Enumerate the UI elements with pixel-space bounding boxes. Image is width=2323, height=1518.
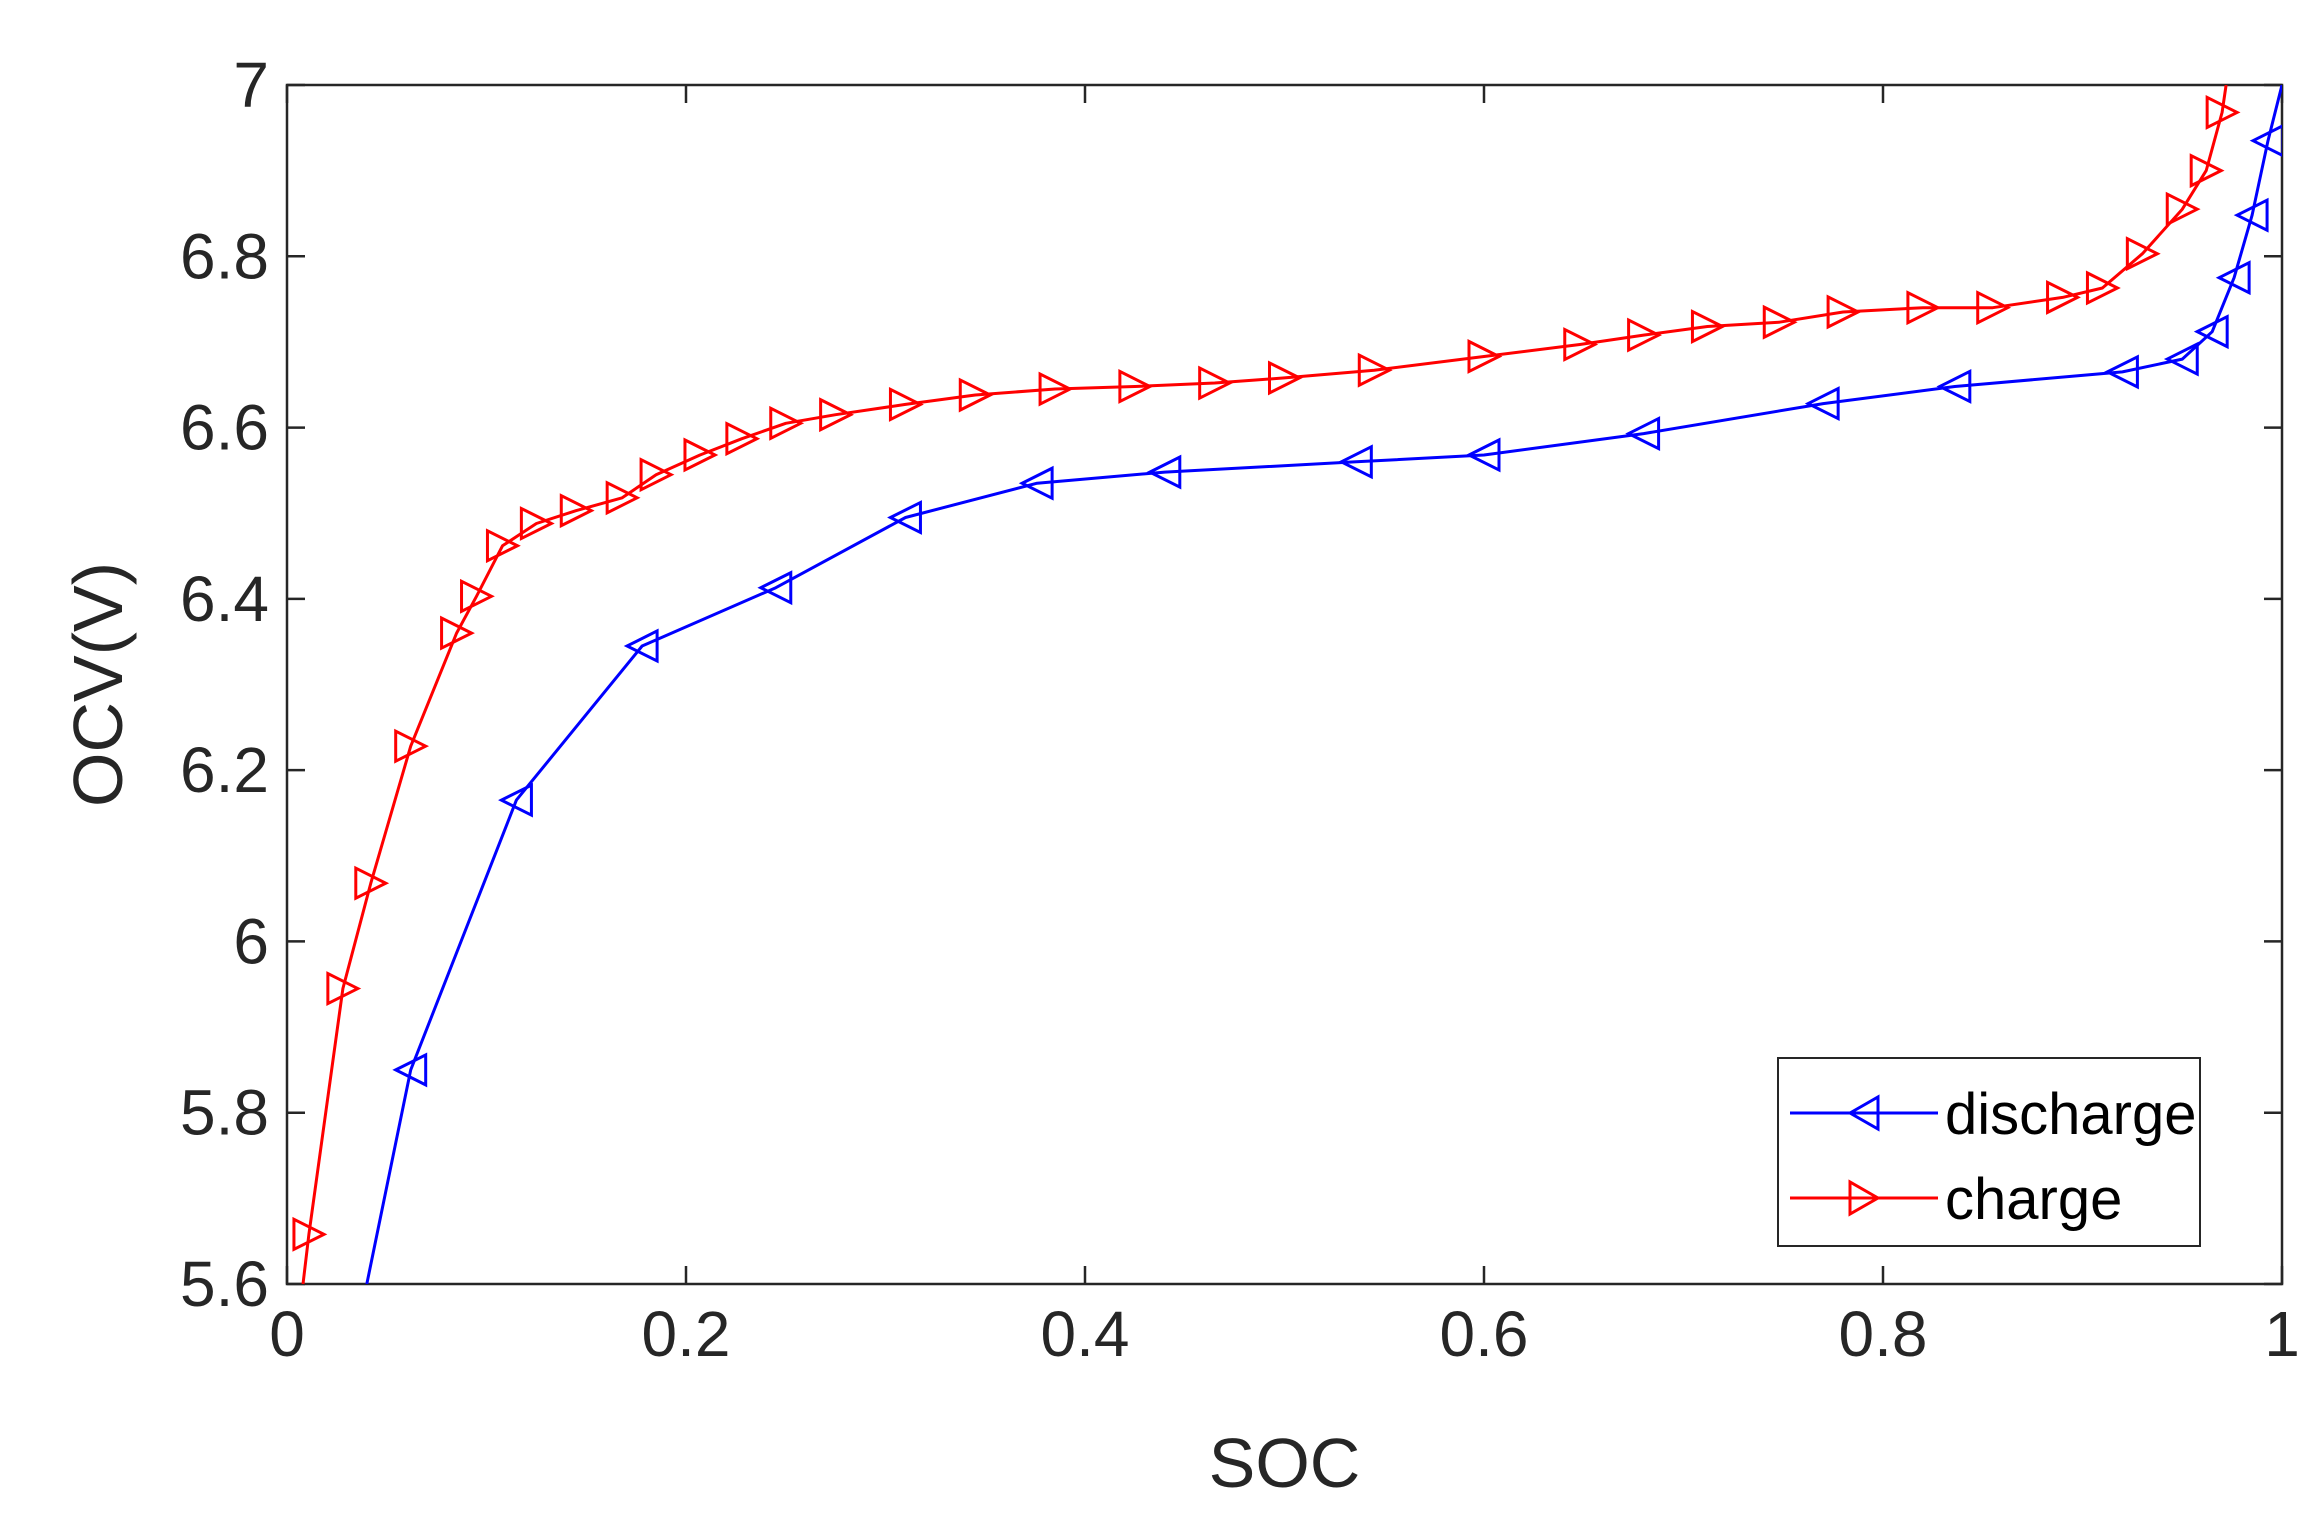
discharge-marker bbox=[1146, 454, 1182, 490]
discharge-marker bbox=[623, 628, 659, 664]
y-tick-label: 5.6 bbox=[180, 1248, 269, 1320]
x-tick-label: 0 bbox=[269, 1298, 305, 1370]
discharge-marker bbox=[2249, 124, 2282, 157]
discharge-marker bbox=[757, 570, 793, 606]
charge-marker bbox=[519, 506, 555, 541]
charge-marker bbox=[1627, 317, 1662, 353]
legend-discharge-label: discharge bbox=[1945, 1082, 2196, 1147]
x-tick-label: 0.4 bbox=[1041, 1298, 1130, 1370]
charge-marker bbox=[2189, 153, 2225, 189]
x-tick-label: 1 bbox=[2264, 1298, 2300, 1370]
charge-marker bbox=[2165, 191, 2201, 227]
discharge-marker bbox=[498, 782, 533, 818]
charge-series bbox=[292, 85, 2241, 1284]
charge-marker bbox=[292, 1216, 328, 1252]
axis-ticks: 0 0.2 0.4 0.6 0.8 1 5.6 5.8 6 6.2 6.4 6.6 6.8 7 bbox=[180, 49, 2300, 1370]
charge-marker bbox=[819, 397, 854, 433]
charge-marker bbox=[1826, 294, 1862, 330]
y-tick-label: 5.8 bbox=[180, 1077, 269, 1149]
data-series bbox=[292, 85, 2282, 1284]
legend-box bbox=[1777, 1057, 2201, 1247]
discharge-marker bbox=[392, 1052, 428, 1088]
charge-marker bbox=[1198, 365, 1234, 401]
y-tick-label: 6.2 bbox=[180, 734, 269, 806]
y-tick-label: 6.6 bbox=[180, 392, 269, 464]
charge-marker bbox=[683, 437, 719, 473]
charge-marker bbox=[1690, 309, 1726, 344]
charge-marker bbox=[605, 480, 641, 516]
discharge-marker bbox=[2163, 341, 2199, 377]
legend-discharge-marker bbox=[1846, 1094, 1880, 1132]
charge-marker bbox=[2085, 270, 2121, 306]
charge-marker bbox=[639, 457, 675, 493]
legend-charge-label: charge bbox=[1945, 1167, 2122, 1232]
discharge-marker bbox=[2233, 197, 2269, 233]
x-tick-label: 0.8 bbox=[1839, 1298, 1928, 1370]
charge-marker bbox=[2046, 279, 2081, 315]
y-tick-label: 7 bbox=[233, 49, 269, 121]
discharge-marker bbox=[2193, 314, 2229, 350]
charge-marker bbox=[1906, 290, 1942, 326]
discharge-marker bbox=[1465, 437, 1501, 473]
y-axis-title: OCV(V) bbox=[59, 562, 137, 807]
charge-marker bbox=[2205, 94, 2241, 130]
plot-area-box bbox=[285, 83, 2284, 1286]
discharge-line bbox=[365, 85, 2282, 1284]
discharge-marker bbox=[1804, 386, 1840, 422]
charge-marker bbox=[1268, 360, 1303, 396]
charge-marker bbox=[1467, 339, 1503, 374]
charge-marker bbox=[460, 578, 495, 614]
charge-marker bbox=[1762, 304, 1798, 340]
discharge-marker bbox=[1625, 416, 1661, 451]
charge-line bbox=[301, 85, 2228, 1284]
charge-marker bbox=[326, 971, 362, 1006]
charge-marker bbox=[1118, 369, 1154, 404]
y-tick-label: 6.8 bbox=[180, 220, 269, 292]
charge-marker bbox=[2125, 236, 2161, 272]
charge-marker bbox=[440, 615, 475, 651]
discharge-series bbox=[365, 85, 2282, 1284]
charge-marker bbox=[559, 493, 595, 529]
discharge-marker bbox=[1337, 444, 1373, 480]
discharge-marker bbox=[887, 500, 922, 535]
charge-marker bbox=[485, 528, 521, 564]
legend: discharge charge bbox=[1777, 1057, 2201, 1247]
charge-marker bbox=[725, 421, 761, 457]
charge-marker bbox=[1563, 327, 1599, 362]
charge-marker bbox=[1038, 371, 1074, 407]
charge-marker bbox=[394, 728, 430, 764]
charge-marker bbox=[888, 387, 924, 422]
charge-marker bbox=[958, 377, 994, 413]
x-axis-title: SOC bbox=[1209, 1424, 1361, 1502]
y-tick-label: 6 bbox=[233, 905, 269, 977]
x-tick-label: 0.6 bbox=[1440, 1298, 1529, 1370]
charge-marker bbox=[354, 865, 390, 901]
discharge-marker bbox=[2215, 260, 2251, 296]
discharge-marker bbox=[1936, 369, 1972, 404]
x-tick-label: 0.2 bbox=[642, 1298, 731, 1370]
charge-marker bbox=[1976, 290, 2012, 326]
charge-marker bbox=[1357, 352, 1393, 388]
discharge-marker bbox=[1018, 465, 1054, 501]
charge-marker bbox=[769, 405, 805, 441]
y-tick-label: 6.4 bbox=[180, 563, 269, 635]
discharge-marker bbox=[2104, 354, 2139, 390]
legend-charge-marker bbox=[1848, 1179, 1882, 1217]
